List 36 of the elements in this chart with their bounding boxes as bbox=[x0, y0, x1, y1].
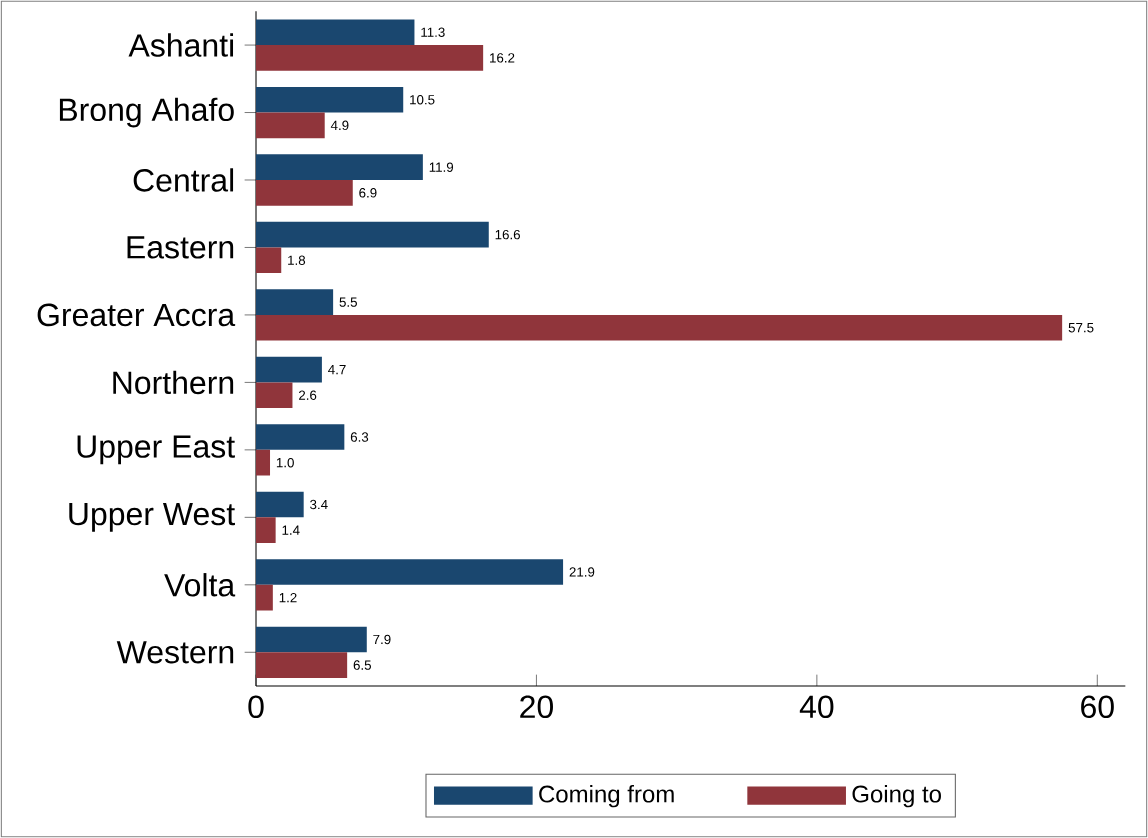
bar bbox=[256, 626, 367, 653]
y-tick-label: Greater Accra bbox=[37, 303, 236, 327]
bar bbox=[256, 179, 353, 206]
bar bbox=[256, 289, 334, 315]
bar bbox=[256, 356, 322, 383]
legend-label: Coming from bbox=[539, 784, 674, 808]
y-tick-label: Western bbox=[116, 641, 234, 664]
bar bbox=[256, 652, 348, 678]
bar bbox=[256, 247, 282, 274]
y-tick-label: Upper East bbox=[77, 435, 235, 465]
y-tick-label: Upper West bbox=[69, 503, 235, 532]
bar bbox=[256, 382, 293, 409]
bar bbox=[256, 112, 325, 139]
x-tick-label: 60 bbox=[1081, 695, 1114, 719]
bar bbox=[256, 491, 304, 518]
y-tick-label: Eastern bbox=[127, 236, 234, 259]
y-tick-label: Ashanti bbox=[128, 33, 234, 57]
bar bbox=[256, 19, 415, 46]
bar bbox=[256, 154, 423, 180]
bar bbox=[256, 517, 276, 543]
bar bbox=[256, 45, 484, 71]
y-tick-label: Volta bbox=[164, 573, 236, 597]
bar bbox=[256, 559, 564, 585]
x-tick-label: 20 bbox=[520, 695, 553, 719]
bar bbox=[256, 221, 489, 248]
x-tick-label: 0 bbox=[248, 695, 264, 719]
legend-label: Going to bbox=[852, 784, 941, 808]
bar bbox=[256, 86, 404, 113]
y-tick-label: Brong Ahafo bbox=[59, 97, 234, 128]
y-tick-label: Northern bbox=[113, 370, 234, 395]
bar bbox=[256, 424, 345, 450]
bar bbox=[256, 314, 1063, 341]
bar bbox=[256, 449, 271, 476]
x-tick-label: 40 bbox=[799, 695, 834, 719]
y-tick-label: Central bbox=[133, 168, 234, 192]
bar bbox=[256, 584, 273, 611]
